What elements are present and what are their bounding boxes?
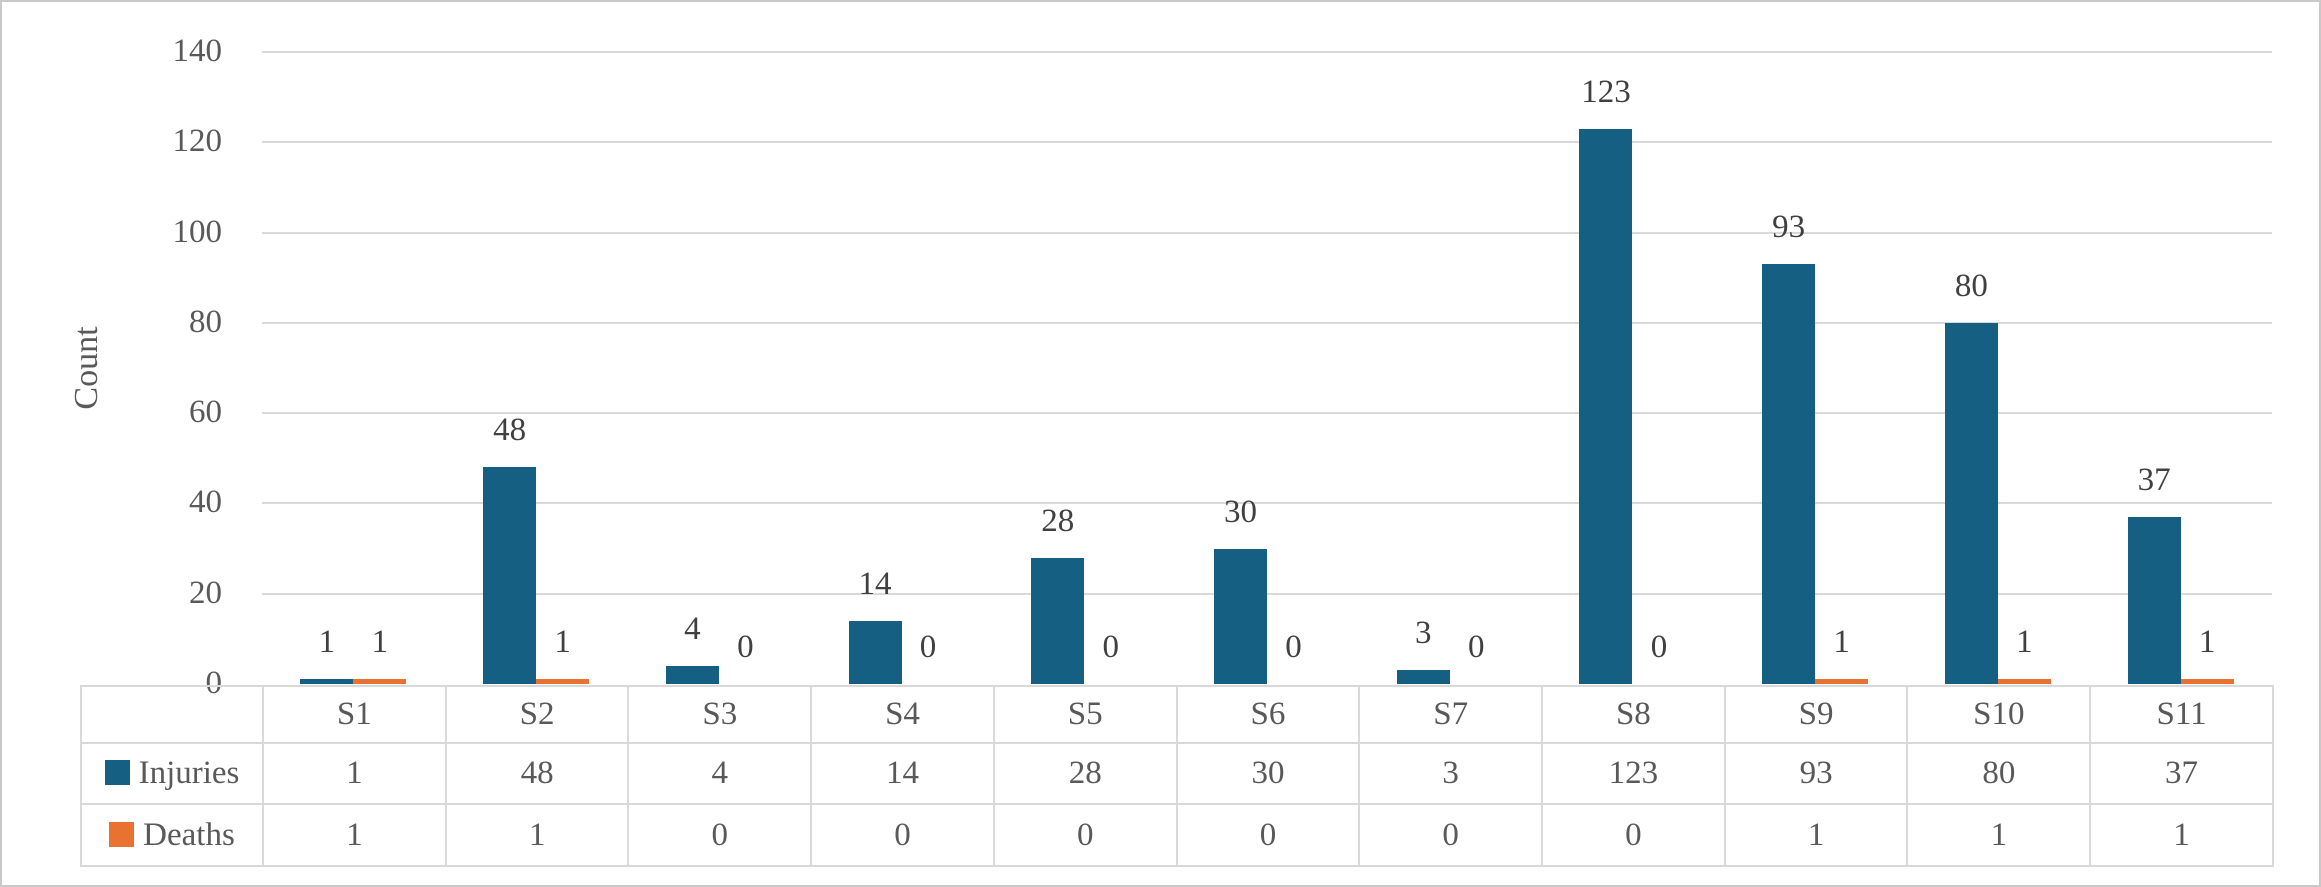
value-cell-injuries-s7: 3 [1358, 742, 1544, 805]
value-cell-deaths-s2: 1 [444, 803, 630, 867]
deaths-data-label-s2: 1 [554, 624, 571, 661]
deaths-data-label-s3: 0 [737, 629, 754, 665]
gridline [262, 51, 2272, 53]
value-cell-deaths-s8: 0 [1541, 803, 1726, 867]
injuries-data-label-s8: 123 [1581, 73, 1631, 110]
deaths-bar-s1 [353, 679, 407, 684]
deaths-data-label-s10: 1 [2016, 624, 2033, 661]
deaths-data-label-s7: 0 [1467, 629, 1485, 665]
injuries-bar-s10 [1944, 322, 1998, 684]
category-cell-s2: S2 [444, 685, 630, 744]
injuries-bar-s5 [1031, 557, 1085, 684]
injuries-data-label-s6: 30 [1224, 493, 1257, 530]
value-cell-injuries-s11: 37 [2089, 742, 2274, 805]
table-corner-blank [80, 685, 264, 744]
value-cell-injuries-s9: 93 [1723, 742, 1909, 805]
injuries-bar-s1 [300, 679, 354, 684]
category-cell-s5: S5 [992, 685, 1178, 744]
deaths-data-label-s4: 0 [919, 629, 937, 665]
value-cell-deaths-s5: 0 [992, 803, 1178, 867]
category-cell-s4: S4 [810, 685, 995, 744]
injuries-data-label-s10: 80 [1954, 267, 1988, 304]
injuries-bar-s11 [2127, 516, 2181, 684]
value-cell-injuries-s10: 80 [1906, 742, 2092, 805]
legend-swatch-deaths [109, 821, 135, 847]
injuries-bar-s2 [483, 467, 537, 684]
gridline [262, 321, 2272, 324]
category-cell-s9: S9 [1723, 685, 1909, 744]
value-cell-deaths-s7: 0 [1358, 803, 1544, 867]
value-cell-injuries-s6: 30 [1175, 742, 1361, 805]
deaths-data-label-s11: 1 [2198, 624, 2216, 661]
value-cell-deaths-s9: 1 [1723, 803, 1909, 867]
y-tick-label: 80 [189, 303, 222, 340]
y-tick-label: 60 [189, 394, 222, 431]
value-cell-deaths-s11: 1 [2089, 803, 2274, 867]
injuries-data-label-s2: 48 [493, 412, 527, 449]
deaths-data-label-s1: 1 [371, 624, 389, 661]
deaths-data-label-s6: 0 [1285, 629, 1302, 665]
category-cell-s11: S11 [2089, 685, 2274, 744]
deaths-bar-s2 [536, 679, 590, 684]
deaths-bar-s9 [1815, 679, 1869, 684]
injuries-bar-s4 [848, 620, 902, 684]
injuries-data-label-s3: 4 [684, 610, 701, 647]
deaths-data-label-s9: 1 [1833, 624, 1850, 661]
series-label-cell-injuries: Injuries [80, 742, 264, 805]
data-table: S1 S2 S3 S4 S5 S6 S7 S8 S9 S10 S11 Injuries 1 48 4 14 28… [80, 685, 2274, 867]
table-row-deaths: Deaths 1 1 0 0 0 0 0 0 1 1 1 [80, 803, 2274, 867]
injuries-data-label-s11: 37 [2137, 461, 2171, 498]
y-tick-label: 120 [172, 123, 223, 160]
value-cell-deaths-s6: 0 [1175, 803, 1361, 867]
injuries-bar-s9 [1762, 264, 1816, 684]
category-cell-s1: S1 [262, 685, 447, 744]
gridline [262, 141, 2272, 144]
category-cell-s6: S6 [1175, 685, 1361, 744]
category-cell-s7: S7 [1358, 685, 1544, 744]
y-tick-label: 140 [172, 33, 223, 69]
value-cell-injuries-s1: 1 [262, 742, 447, 805]
injuries-data-label-s9: 93 [1772, 209, 1806, 246]
series-label-cell-deaths: Deaths [80, 803, 264, 867]
value-cell-injuries-s8: 123 [1541, 742, 1726, 805]
injuries-data-label-s4: 14 [858, 565, 892, 602]
value-cell-injuries-s4: 14 [810, 742, 995, 805]
gridline [262, 231, 2272, 234]
injuries-data-label-s7: 3 [1414, 615, 1432, 652]
series-name: Injuries [138, 755, 240, 791]
value-cell-deaths-s3: 0 [627, 803, 813, 867]
deaths-data-label-s5: 0 [1102, 629, 1120, 665]
value-cell-injuries-s5: 28 [992, 742, 1178, 805]
category-cell-s10: S10 [1906, 685, 2092, 744]
table-row-injuries: Injuries 1 48 4 14 28 30 3 123 93 80 37 [80, 742, 2274, 805]
injuries-data-label-s5: 28 [1041, 502, 1075, 539]
gridline [262, 502, 2272, 505]
value-cell-deaths-s4: 0 [810, 803, 995, 867]
deaths-bar-s10 [1997, 679, 2051, 684]
legend-swatch-injuries [104, 760, 130, 785]
category-cell-s8: S8 [1541, 685, 1726, 744]
value-cell-deaths-s10: 1 [1906, 803, 2092, 867]
gridline [262, 592, 2272, 595]
deaths-data-label-s8: 0 [1650, 629, 1668, 665]
injuries-bar-s7 [1396, 670, 1450, 684]
y-tick-label: 100 [172, 213, 223, 250]
gridline [262, 412, 2272, 415]
category-cell-s3: S3 [627, 685, 813, 744]
value-cell-injuries-s3: 4 [627, 742, 813, 805]
deaths-bar-s11 [2180, 679, 2234, 684]
injuries-data-label-s1: 1 [318, 624, 336, 661]
injuries-bar-s3 [665, 665, 719, 684]
y-tick-label: 20 [189, 574, 222, 611]
injuries-bar-s8 [1579, 128, 1633, 684]
y-tick-label: 40 [189, 484, 222, 521]
value-cell-deaths-s1: 1 [262, 803, 447, 867]
series-name: Deaths [143, 816, 235, 853]
value-cell-injuries-s2: 48 [444, 742, 630, 805]
injuries-bar-s6 [1214, 548, 1267, 684]
